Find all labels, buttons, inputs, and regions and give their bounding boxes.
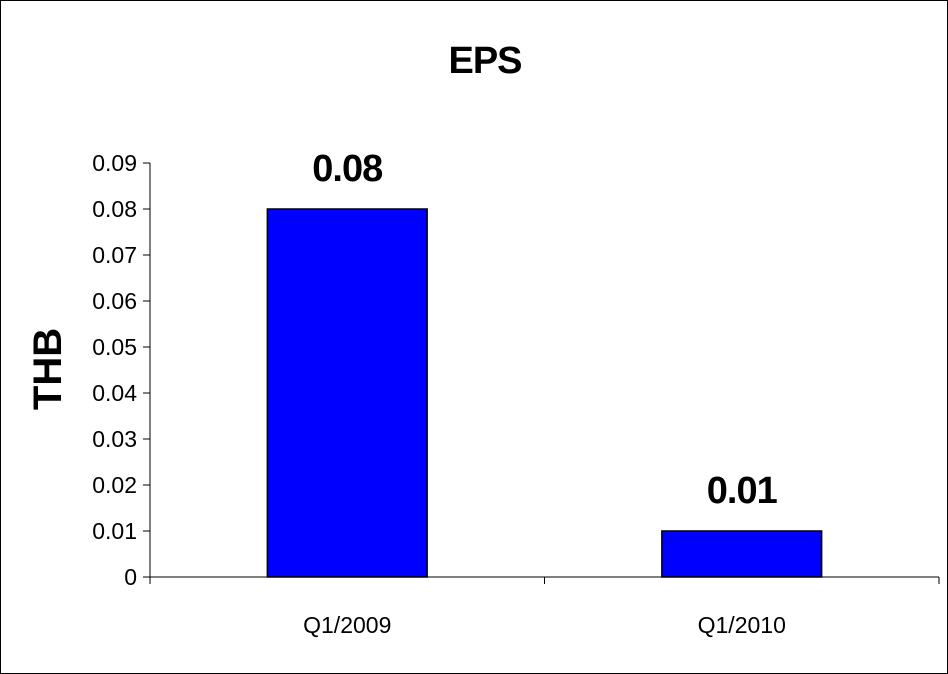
y-axis-label: THB xyxy=(26,328,70,410)
bar xyxy=(266,208,428,578)
y-tick-label: 0.08 xyxy=(92,196,137,222)
y-tick-label: 0.02 xyxy=(92,472,137,498)
y-tick-label: 0 xyxy=(124,564,137,590)
y-tick-label: 0.03 xyxy=(92,426,137,452)
bar-data-label: 0.01 xyxy=(707,470,778,512)
x-category-label: Q1/2009 xyxy=(303,612,391,638)
x-axis: Q1/2009 Q1/2010 xyxy=(149,576,940,638)
x-category-label: Q1/2010 xyxy=(698,612,786,638)
y-tick-label: 0.06 xyxy=(92,288,137,314)
chart-title: EPS xyxy=(448,40,521,82)
bars xyxy=(266,208,823,578)
data-labels: 0.08 0.01 xyxy=(312,148,778,512)
bar xyxy=(661,530,823,578)
y-tick-label: 0.01 xyxy=(92,518,137,544)
y-tick-label: 0.05 xyxy=(92,334,137,360)
y-tick-label: 0.04 xyxy=(92,380,137,406)
bar-data-label: 0.08 xyxy=(312,148,382,190)
y-axis-ticks: 0 0.01 0.02 0.03 0.04 0.05 0.06 0.07 0.08 0.09 xyxy=(92,150,150,590)
y-tick-label: 0.09 xyxy=(92,150,137,176)
y-tick-label: 0.07 xyxy=(92,242,137,268)
